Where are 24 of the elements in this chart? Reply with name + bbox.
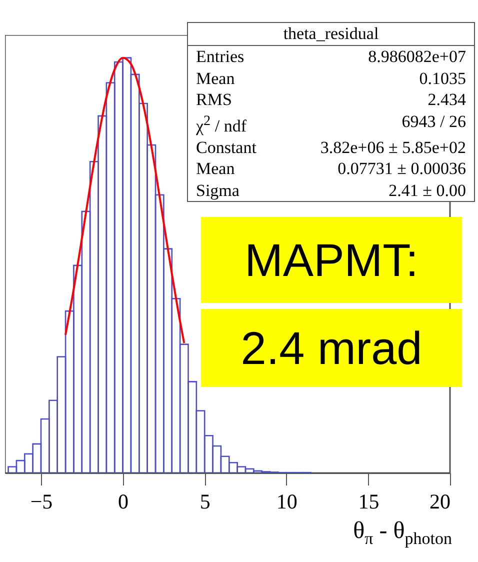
- x-tick-label: 10: [276, 490, 298, 514]
- annotation: 3.82e+06 ± 5.85e+02: [320, 136, 466, 158]
- x-axis-title: θ$_{π}$ - θ$_{photon}$: [353, 518, 452, 549]
- x-tick-label: 15: [358, 490, 380, 514]
- annotation: 0.07731 ± 0.00036: [338, 158, 466, 180]
- annotation: Mean: [196, 158, 235, 180]
- annotation: 2.41 ± 0.00: [388, 180, 466, 202]
- annotation: Entries: [196, 46, 244, 68]
- annotation: Mean: [196, 68, 235, 89]
- x-tick-label: 20: [430, 490, 450, 514]
- x-tick-label: −5: [30, 490, 53, 514]
- annotation: 2.434: [428, 89, 466, 110]
- x-tick-label: 5: [200, 490, 210, 514]
- annotation: 0.1035: [419, 68, 466, 89]
- x-tick-label: 0: [118, 490, 129, 514]
- annotation: MAPMT:: [201, 217, 462, 303]
- annotation: χ$^{2}$ / ndf: [196, 112, 247, 137]
- annotation: Sigma: [196, 180, 240, 202]
- annotation: 8.986082e+07: [368, 46, 466, 68]
- annotation: Constant: [196, 136, 256, 158]
- annotation: 6943 / 26: [402, 110, 466, 132]
- annotation: 2.4 mrad: [201, 309, 462, 387]
- annotation: RMS: [196, 89, 232, 110]
- text: theta_residual: [188, 23, 474, 46]
